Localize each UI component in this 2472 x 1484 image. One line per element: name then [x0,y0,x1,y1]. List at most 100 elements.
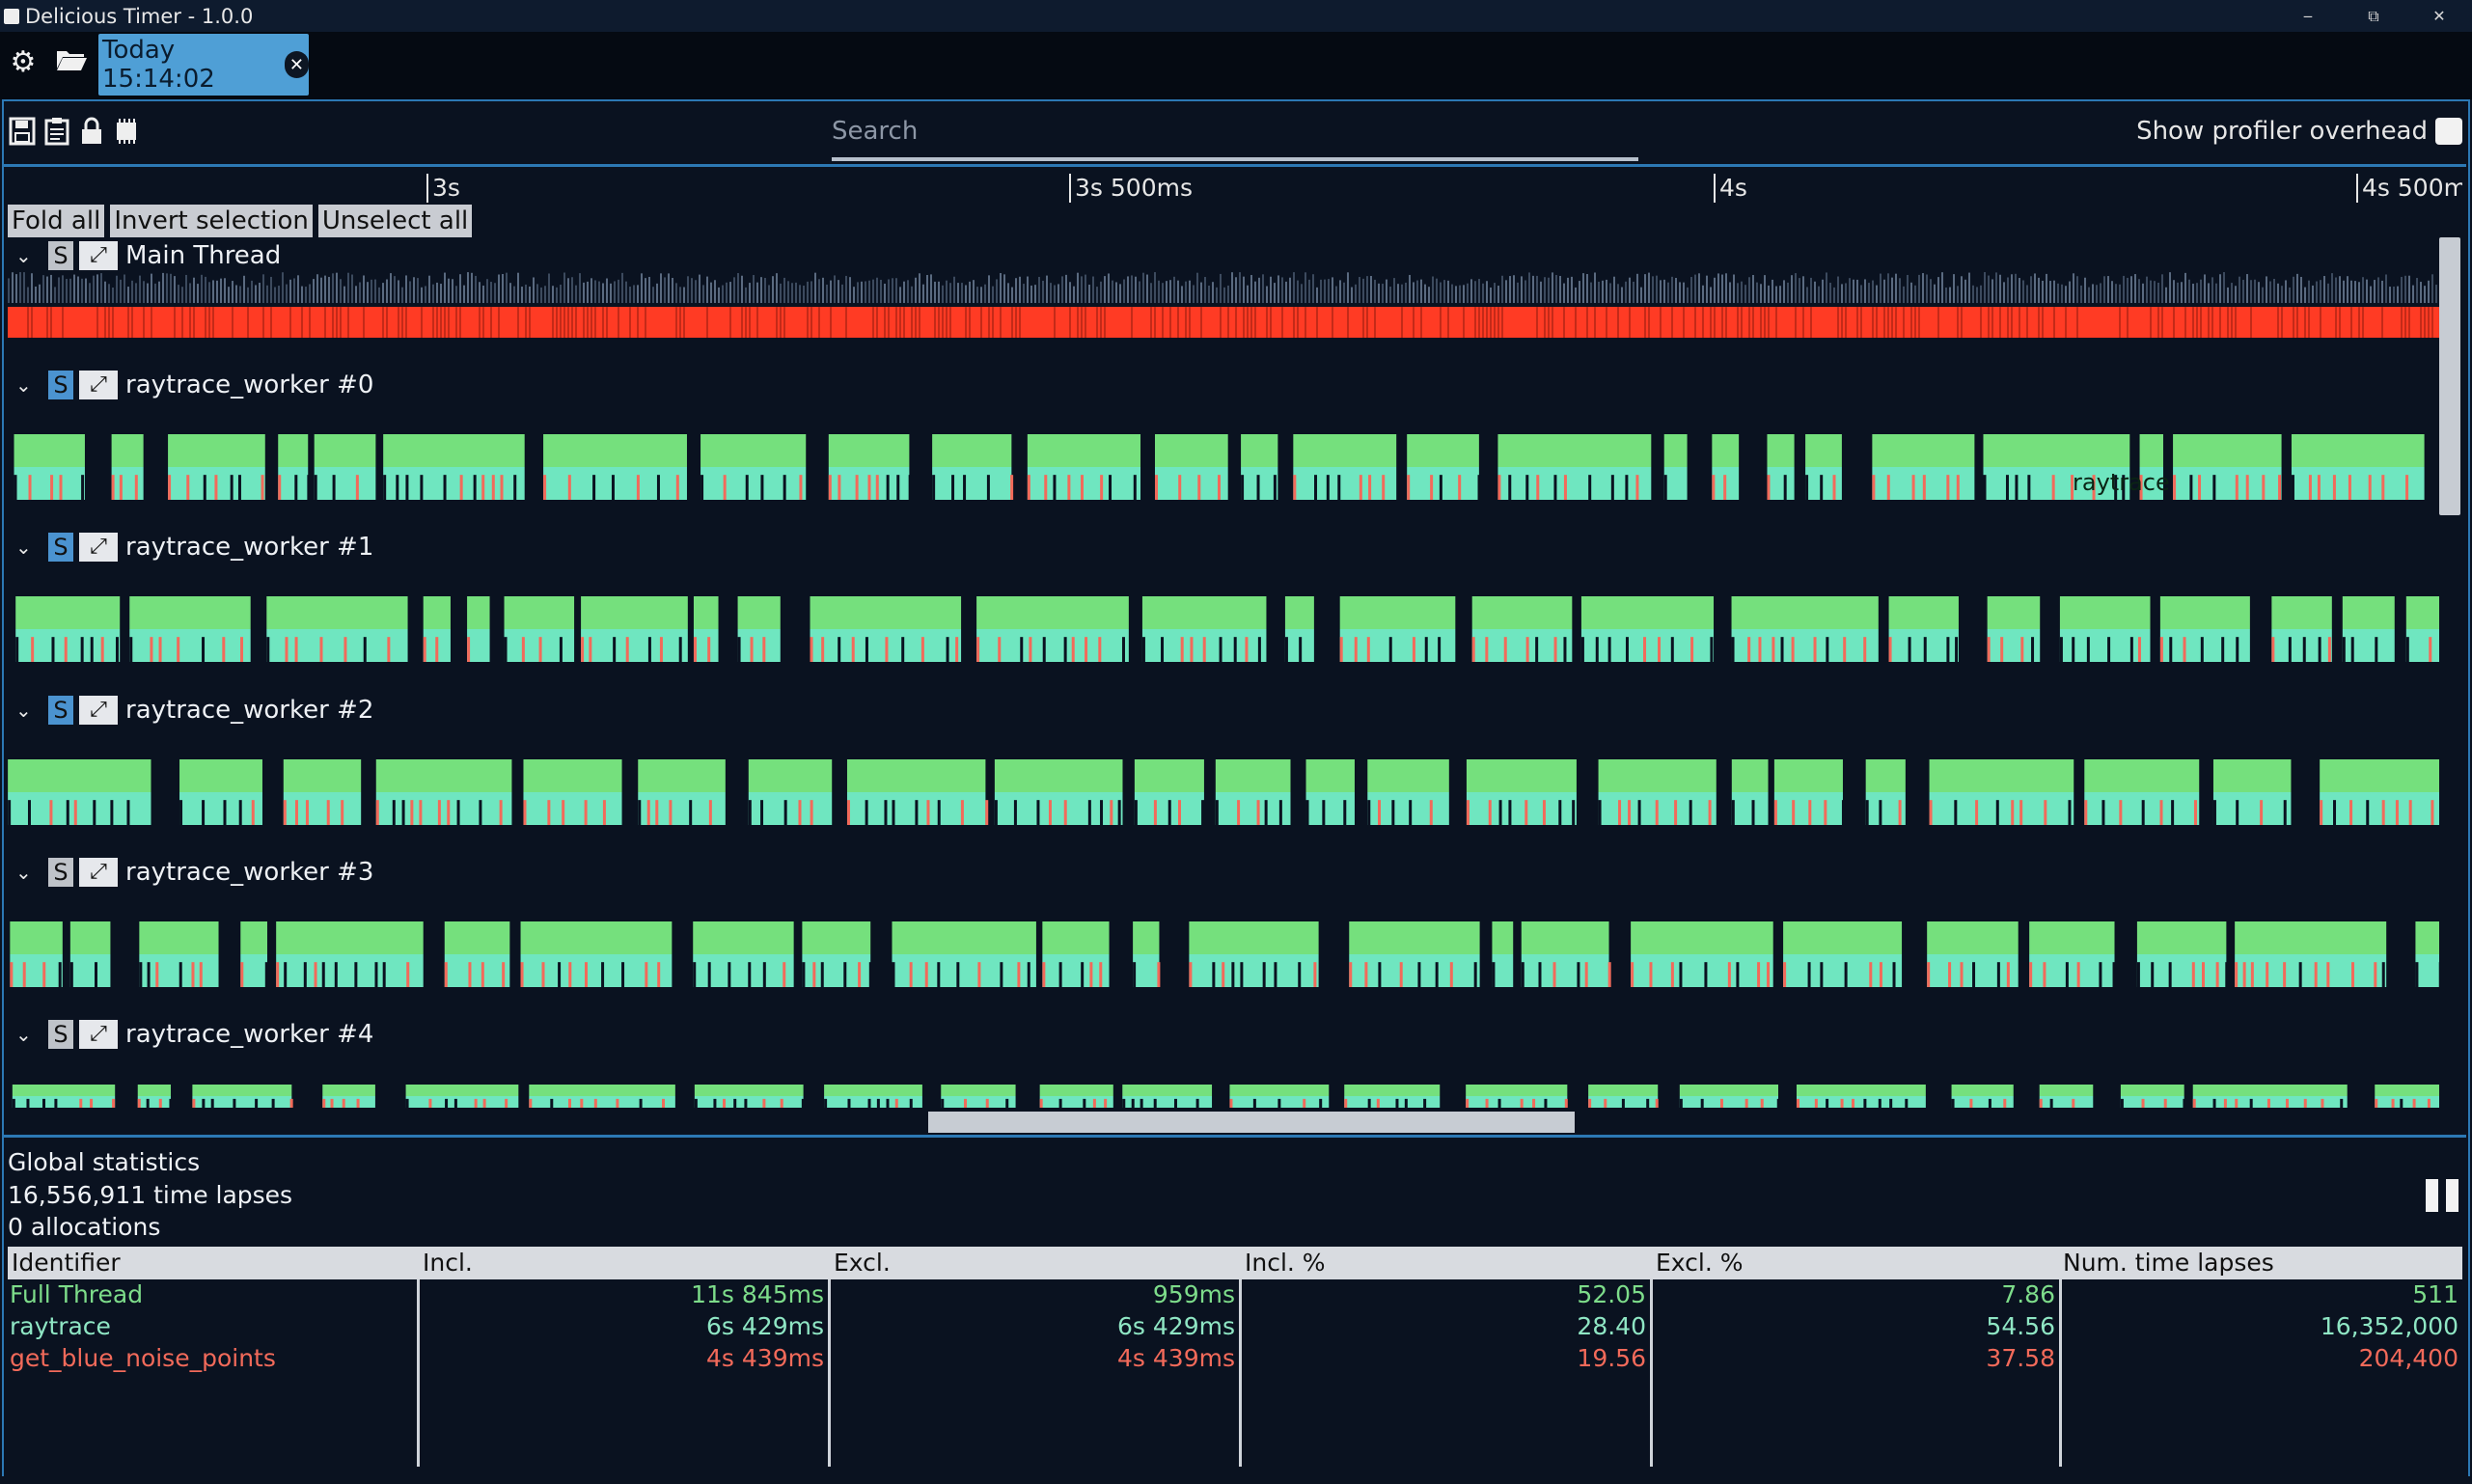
noise-span[interactable] [396,475,399,500]
main-thread-tick[interactable] [178,285,179,303]
noise-span[interactable] [2375,637,2378,662]
main-thread-tick[interactable] [363,275,365,303]
noise-span[interactable] [278,475,282,500]
noise-span[interactable] [723,475,727,500]
main-thread-track[interactable] [8,272,2439,340]
main-thread-tick[interactable] [2370,286,2372,303]
noise-span[interactable] [1241,475,1245,500]
main-thread-tick[interactable] [899,307,901,338]
main-thread-tick[interactable] [1802,276,1804,303]
noise-span[interactable] [951,475,955,500]
noise-span[interactable] [1256,475,1260,500]
main-thread-tick[interactable] [1829,283,1831,303]
noise-span[interactable] [1020,637,1024,662]
main-thread-tick[interactable] [2084,277,2086,303]
noise-span[interactable] [1485,637,1489,662]
noise-span[interactable] [2084,800,2088,825]
solo-toggle[interactable]: S [48,241,73,270]
main-thread-tick[interactable] [2420,307,2422,338]
noise-span[interactable] [27,800,31,825]
main-thread-tick[interactable] [969,307,971,338]
main-thread-tick[interactable] [490,282,492,303]
noise-span[interactable] [2225,962,2229,987]
main-thread-tick[interactable] [482,285,484,303]
main-thread-tick[interactable] [282,272,284,303]
work-block[interactable] [700,434,807,467]
noise-span[interactable] [2381,962,2385,987]
noise-span[interactable] [491,475,495,500]
noise-span[interactable] [314,962,317,987]
main-thread-tick[interactable] [2046,273,2047,303]
main-thread-tick[interactable] [262,274,264,303]
main-thread-tick[interactable] [1015,278,1017,303]
main-thread-tick[interactable] [729,282,731,303]
noise-span[interactable] [192,1098,196,1108]
main-thread-tick[interactable] [1671,276,1673,303]
raytrace-block[interactable] [2159,629,2250,662]
noise-span[interactable] [341,800,344,825]
main-thread-tick[interactable] [1335,286,1337,303]
main-thread-tick[interactable] [1999,274,2001,303]
main-thread-tick[interactable] [2015,273,2017,303]
noise-span[interactable] [186,475,190,500]
noise-span[interactable] [1951,1098,1955,1108]
main-thread-tick[interactable] [888,279,890,303]
noise-span[interactable] [1646,1098,1650,1108]
main-thread-tick[interactable] [309,284,311,303]
expand-icon[interactable]: ⤢ [79,696,118,725]
work-block[interactable] [1872,434,1975,467]
main-thread-tick[interactable] [772,276,774,303]
noise-span[interactable] [865,800,868,825]
noise-span[interactable] [2049,1098,2053,1108]
work-block[interactable] [1598,759,1717,792]
main-thread-tick[interactable] [2142,283,2144,303]
main-thread-tick[interactable] [1405,282,1407,303]
main-thread-tick[interactable] [1795,273,1797,303]
main-thread-tick[interactable] [2011,274,2013,303]
noise-span[interactable] [1264,800,1268,825]
main-thread-tick[interactable] [228,287,230,303]
main-thread-tick[interactable] [525,284,527,303]
main-thread-tick[interactable] [432,284,434,303]
main-thread-tick[interactable] [139,275,141,303]
main-thread-tick[interactable] [1856,279,1858,303]
main-thread-tick[interactable] [1505,280,1507,303]
main-thread-tick[interactable] [1953,274,1955,303]
main-thread-tick[interactable] [942,285,944,303]
noise-span[interactable] [319,637,323,662]
row-identifier[interactable]: Full Thread [10,1280,144,1308]
noise-span[interactable] [2266,1098,2270,1108]
noise-span[interactable] [126,800,130,825]
work-block[interactable] [1865,759,1906,792]
main-thread-tick[interactable] [587,307,589,338]
noise-span[interactable] [2405,637,2409,662]
noise-span[interactable] [1824,800,1827,825]
noise-span[interactable] [1772,637,1775,662]
main-thread-tick[interactable] [266,285,268,303]
noise-span[interactable] [1679,962,1683,987]
noise-span[interactable] [2342,637,2346,662]
work-block[interactable] [2039,1085,2094,1096]
main-thread-tick[interactable] [1957,307,1959,338]
work-block[interactable] [693,596,719,629]
main-thread-tick[interactable] [1015,307,1017,338]
main-thread-tick[interactable] [1289,277,1291,303]
noise-span[interactable] [169,1098,173,1108]
noise-span[interactable] [42,1098,46,1108]
main-thread-tick[interactable] [2165,287,2167,303]
noise-span[interactable] [1438,637,1442,662]
noise-span[interactable] [669,800,673,825]
main-thread-tick[interactable] [289,307,291,338]
noise-span[interactable] [1161,637,1165,662]
main-thread-tick[interactable] [637,285,639,303]
work-block[interactable] [2159,596,2250,629]
noise-span[interactable] [1960,962,1964,987]
raytrace-block[interactable] [10,954,63,987]
main-thread-tick[interactable] [297,275,299,303]
noise-span[interactable] [28,475,32,500]
main-thread-tick[interactable] [571,307,573,338]
raytrace-block[interactable] [2059,629,2151,662]
main-thread-tick[interactable] [1181,286,1183,303]
main-thread-tick[interactable] [1150,307,1152,338]
chevron-down-icon[interactable]: ⌄ [15,244,32,267]
